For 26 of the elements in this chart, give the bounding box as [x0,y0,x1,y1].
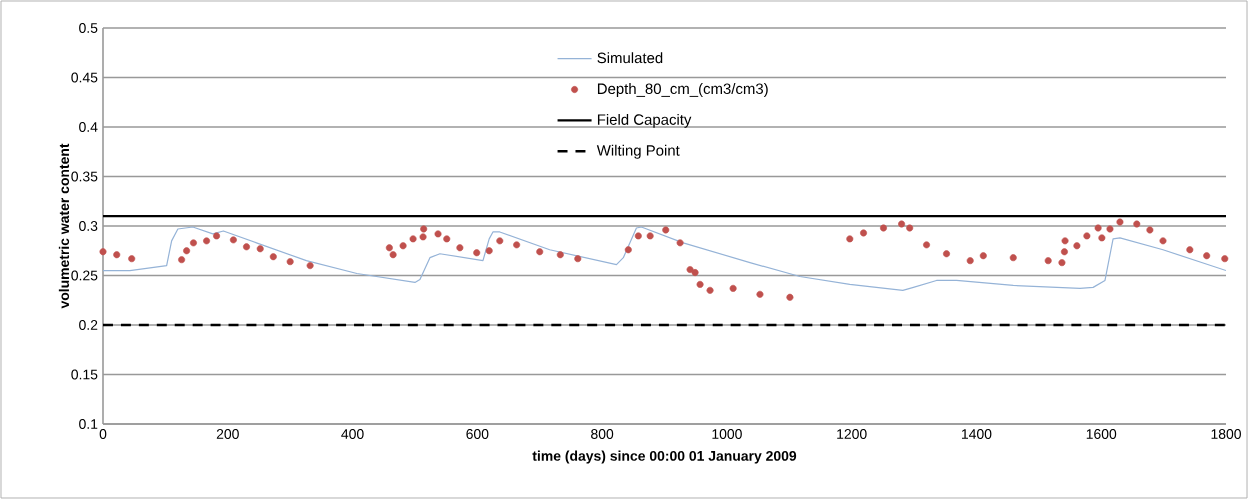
y-tick-label: 0.15 [71,369,98,380]
y-tick-label: 0.45 [71,72,98,83]
line-series [103,226,1227,291]
y-tick-label: 0.4 [79,122,98,132]
x-tick-label: 600 [466,429,489,439]
x-tick-label: 800 [591,429,614,439]
y-tick-label: 0.1 [79,419,98,429]
y-tick-label: 0.2 [79,320,98,330]
x-tick-label: 0 [99,429,107,439]
x-axis-title: time (days) since 00:00 01 January 2009 [532,450,797,464]
legend-label: Simulated [597,52,663,64]
legend-label: Field Capacity [597,113,692,128]
x-tick-label: 1400 [962,429,992,439]
legend-label: Depth_80_cm_(cm3/cm3) [597,83,768,97]
y-tick-label: 0.5 [79,23,98,33]
y-tick-label: 0.35 [71,171,98,182]
x-tick-label: 1600 [1086,429,1117,439]
x-tick-label: 400 [341,429,364,439]
x-tick-label: 1200 [837,429,867,439]
y-tick-label: 0.3 [79,221,98,231]
x-tick-label: 1800 [1211,429,1241,439]
x-tick-label: 1000 [712,429,742,439]
x-tick-label: 200 [216,429,239,439]
y-tick-label: 0.25 [71,270,98,281]
y-axis-title: volumetric water content [58,143,70,309]
legend-label: Wilting Point [596,144,680,159]
